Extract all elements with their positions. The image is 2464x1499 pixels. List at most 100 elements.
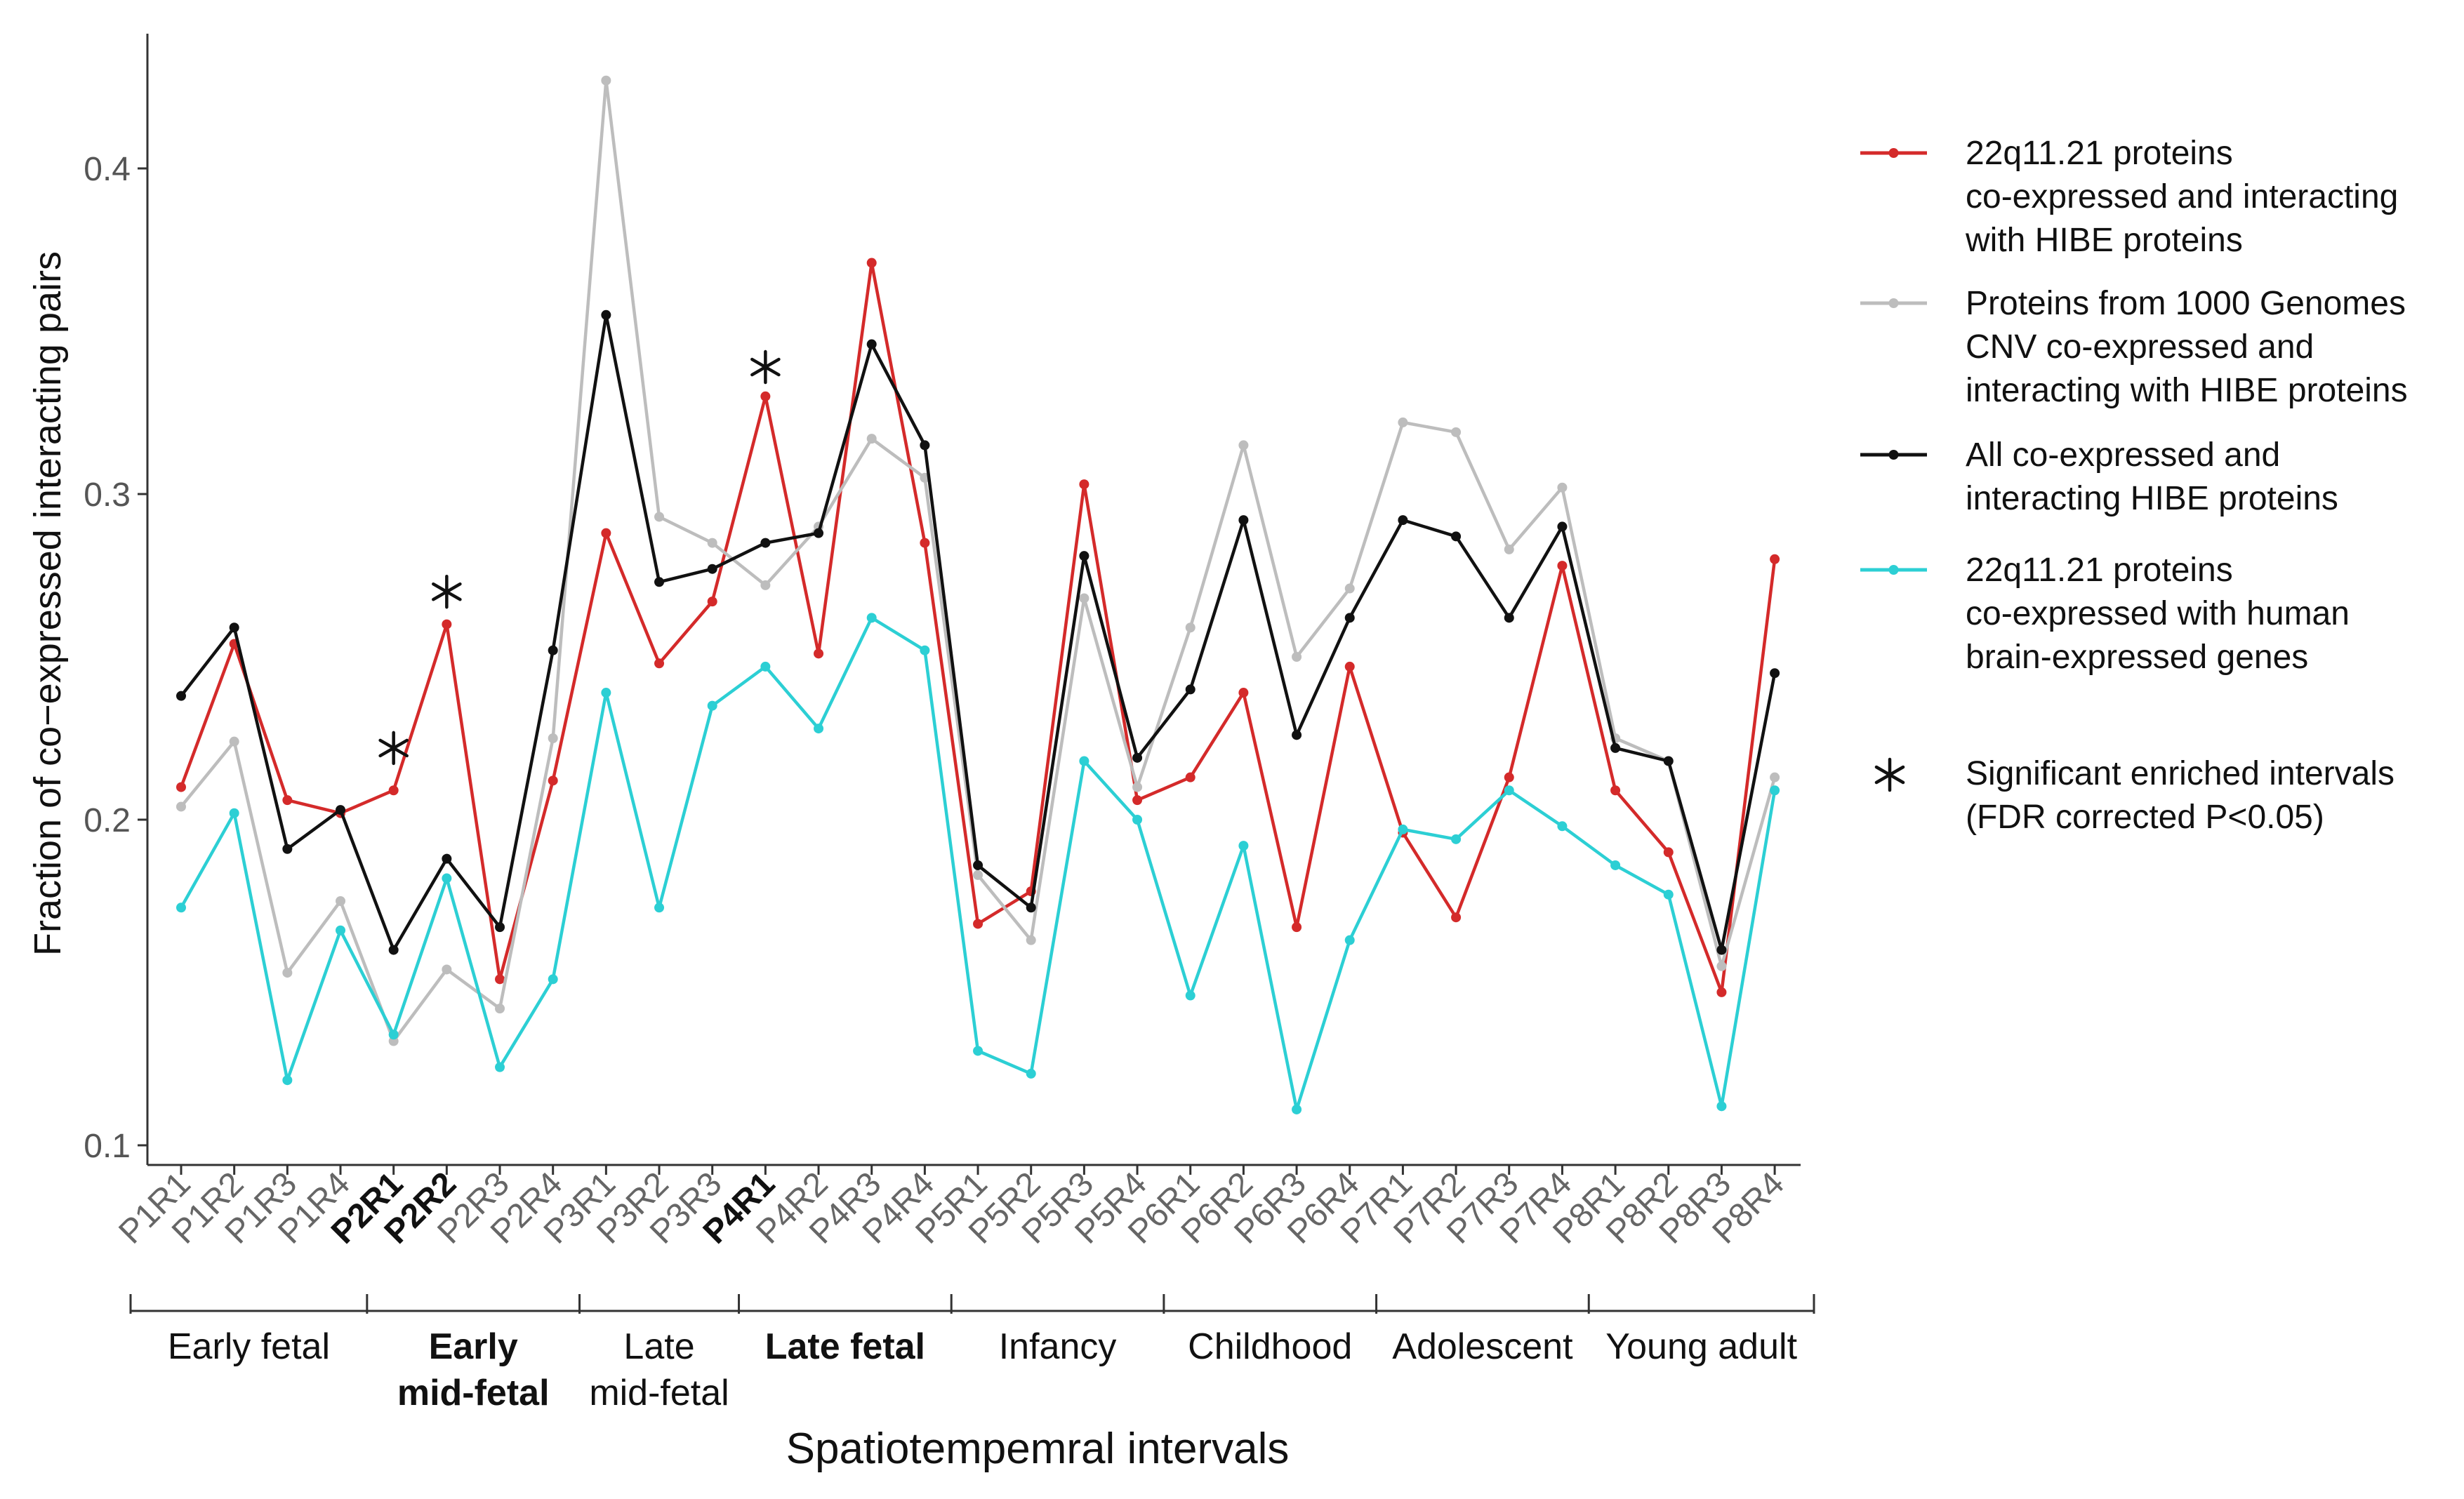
legend-label: Significant enriched intervals (FDR corre…	[1966, 755, 2395, 836]
series-line	[180, 79, 1777, 1043]
data-point	[1079, 479, 1089, 490]
legend-item-0: 22q11.21 proteins co-expressed and intera…	[1860, 135, 2398, 259]
legend-swatch-dot	[1888, 298, 1899, 308]
data-point	[282, 968, 293, 978]
data-point	[1185, 622, 1195, 633]
data-point	[1610, 785, 1621, 796]
data-point	[495, 922, 505, 933]
data-point	[1451, 834, 1462, 844]
x-axis: P1R1P1R2P1R3P1R4P2R1P2R2P2R3P2R4P3R1P3R2…	[112, 1164, 1815, 1473]
plot-series	[176, 75, 1780, 1114]
legend-label: Proteins from 1000 Genomes CNV co-express…	[1966, 285, 2408, 409]
data-point	[388, 945, 399, 955]
data-point	[442, 964, 452, 975]
data-point	[1557, 821, 1568, 832]
data-point	[814, 528, 824, 538]
data-point	[1716, 1101, 1727, 1112]
data-point	[1238, 440, 1249, 451]
data-point	[707, 538, 717, 548]
group-label: Childhood	[1188, 1326, 1352, 1367]
data-point	[336, 925, 346, 935]
data-point	[229, 808, 239, 818]
legend-item-3: 22q11.21 proteins co-expressed with human…	[1860, 552, 2350, 676]
legend-label: 22q11.21 proteins co-expressed with human…	[1966, 552, 2350, 676]
data-point	[920, 645, 930, 655]
series-0	[176, 258, 1780, 997]
data-point	[1344, 661, 1355, 672]
data-point	[760, 580, 771, 590]
data-point	[1026, 935, 1036, 945]
data-point	[920, 440, 930, 451]
data-point	[601, 528, 611, 538]
series-3	[176, 613, 1780, 1114]
legend: 22q11.21 proteins co-expressed and intera…	[1860, 135, 2408, 836]
data-point	[336, 896, 346, 906]
data-point	[495, 974, 505, 985]
data-point	[548, 645, 558, 655]
data-point	[1292, 730, 1302, 740]
series-1	[176, 75, 1780, 1046]
data-point	[282, 795, 293, 806]
data-point	[442, 853, 452, 864]
group-labels: Early fetal Early mid-fetal Late mid-fetal La…	[168, 1326, 1798, 1413]
group-label: Early fetal	[168, 1326, 330, 1367]
data-point	[1132, 752, 1143, 763]
group-label: Young adult	[1605, 1326, 1797, 1367]
data-point	[1770, 785, 1780, 796]
data-point	[1238, 688, 1249, 698]
data-point	[1504, 613, 1514, 623]
data-point	[1185, 772, 1195, 782]
significance-star	[432, 574, 462, 609]
data-point	[1770, 668, 1780, 679]
y-tick-label: 0.2	[84, 802, 131, 839]
data-point	[1451, 531, 1462, 542]
data-point	[760, 661, 771, 672]
data-point	[1079, 551, 1089, 561]
data-point	[1557, 521, 1568, 532]
data-point	[866, 613, 877, 623]
data-point	[1557, 482, 1568, 493]
data-point	[654, 577, 665, 587]
significance-star	[378, 731, 409, 766]
data-point	[548, 775, 558, 786]
data-point	[707, 564, 717, 574]
data-point	[388, 785, 399, 796]
data-point	[495, 1062, 505, 1072]
data-point	[1663, 889, 1674, 900]
x-ticks: P1R1P1R2P1R3P1R4P2R1P2R2P2R3P2R4P3R1P3R2…	[112, 1165, 1791, 1251]
legend-label: 22q11.21 proteins co-expressed and intera…	[1965, 135, 2398, 259]
data-point	[1132, 795, 1143, 806]
data-point	[866, 258, 877, 268]
data-point	[1716, 961, 1727, 971]
data-point	[601, 688, 611, 698]
data-point	[442, 619, 452, 629]
data-point	[1557, 561, 1568, 571]
data-point	[1398, 417, 1408, 427]
data-point	[707, 597, 717, 607]
data-point	[760, 391, 771, 401]
legend-label: All co-expressed and interacting HIBE pro…	[1966, 437, 2338, 517]
legend-item-significance: Significant enriched intervals (FDR corre…	[1874, 755, 2395, 836]
data-point	[1079, 756, 1089, 766]
data-point	[548, 974, 558, 985]
y-axis: 0.1 0.2 0.3 0.4 Fraction of co−expressed in…	[27, 34, 149, 1165]
y-tick-label: 0.3	[84, 477, 131, 514]
significance-marks	[378, 349, 781, 766]
data-point	[1238, 841, 1249, 851]
group-bracket	[129, 1294, 1815, 1314]
data-point	[1238, 515, 1249, 526]
data-point	[1292, 922, 1302, 933]
data-point	[1716, 945, 1727, 955]
data-point	[388, 1030, 399, 1040]
data-point	[1344, 583, 1355, 594]
y-ticks: 0.1 0.2 0.3 0.4	[84, 151, 147, 1165]
data-point	[442, 873, 452, 884]
data-point	[1185, 990, 1195, 1001]
data-point	[973, 1046, 983, 1056]
series-line	[180, 313, 1777, 952]
data-point	[1132, 782, 1143, 792]
y-tick-label: 0.4	[84, 151, 131, 188]
data-point	[601, 75, 611, 86]
data-point	[282, 1075, 293, 1086]
data-point	[1132, 815, 1143, 825]
